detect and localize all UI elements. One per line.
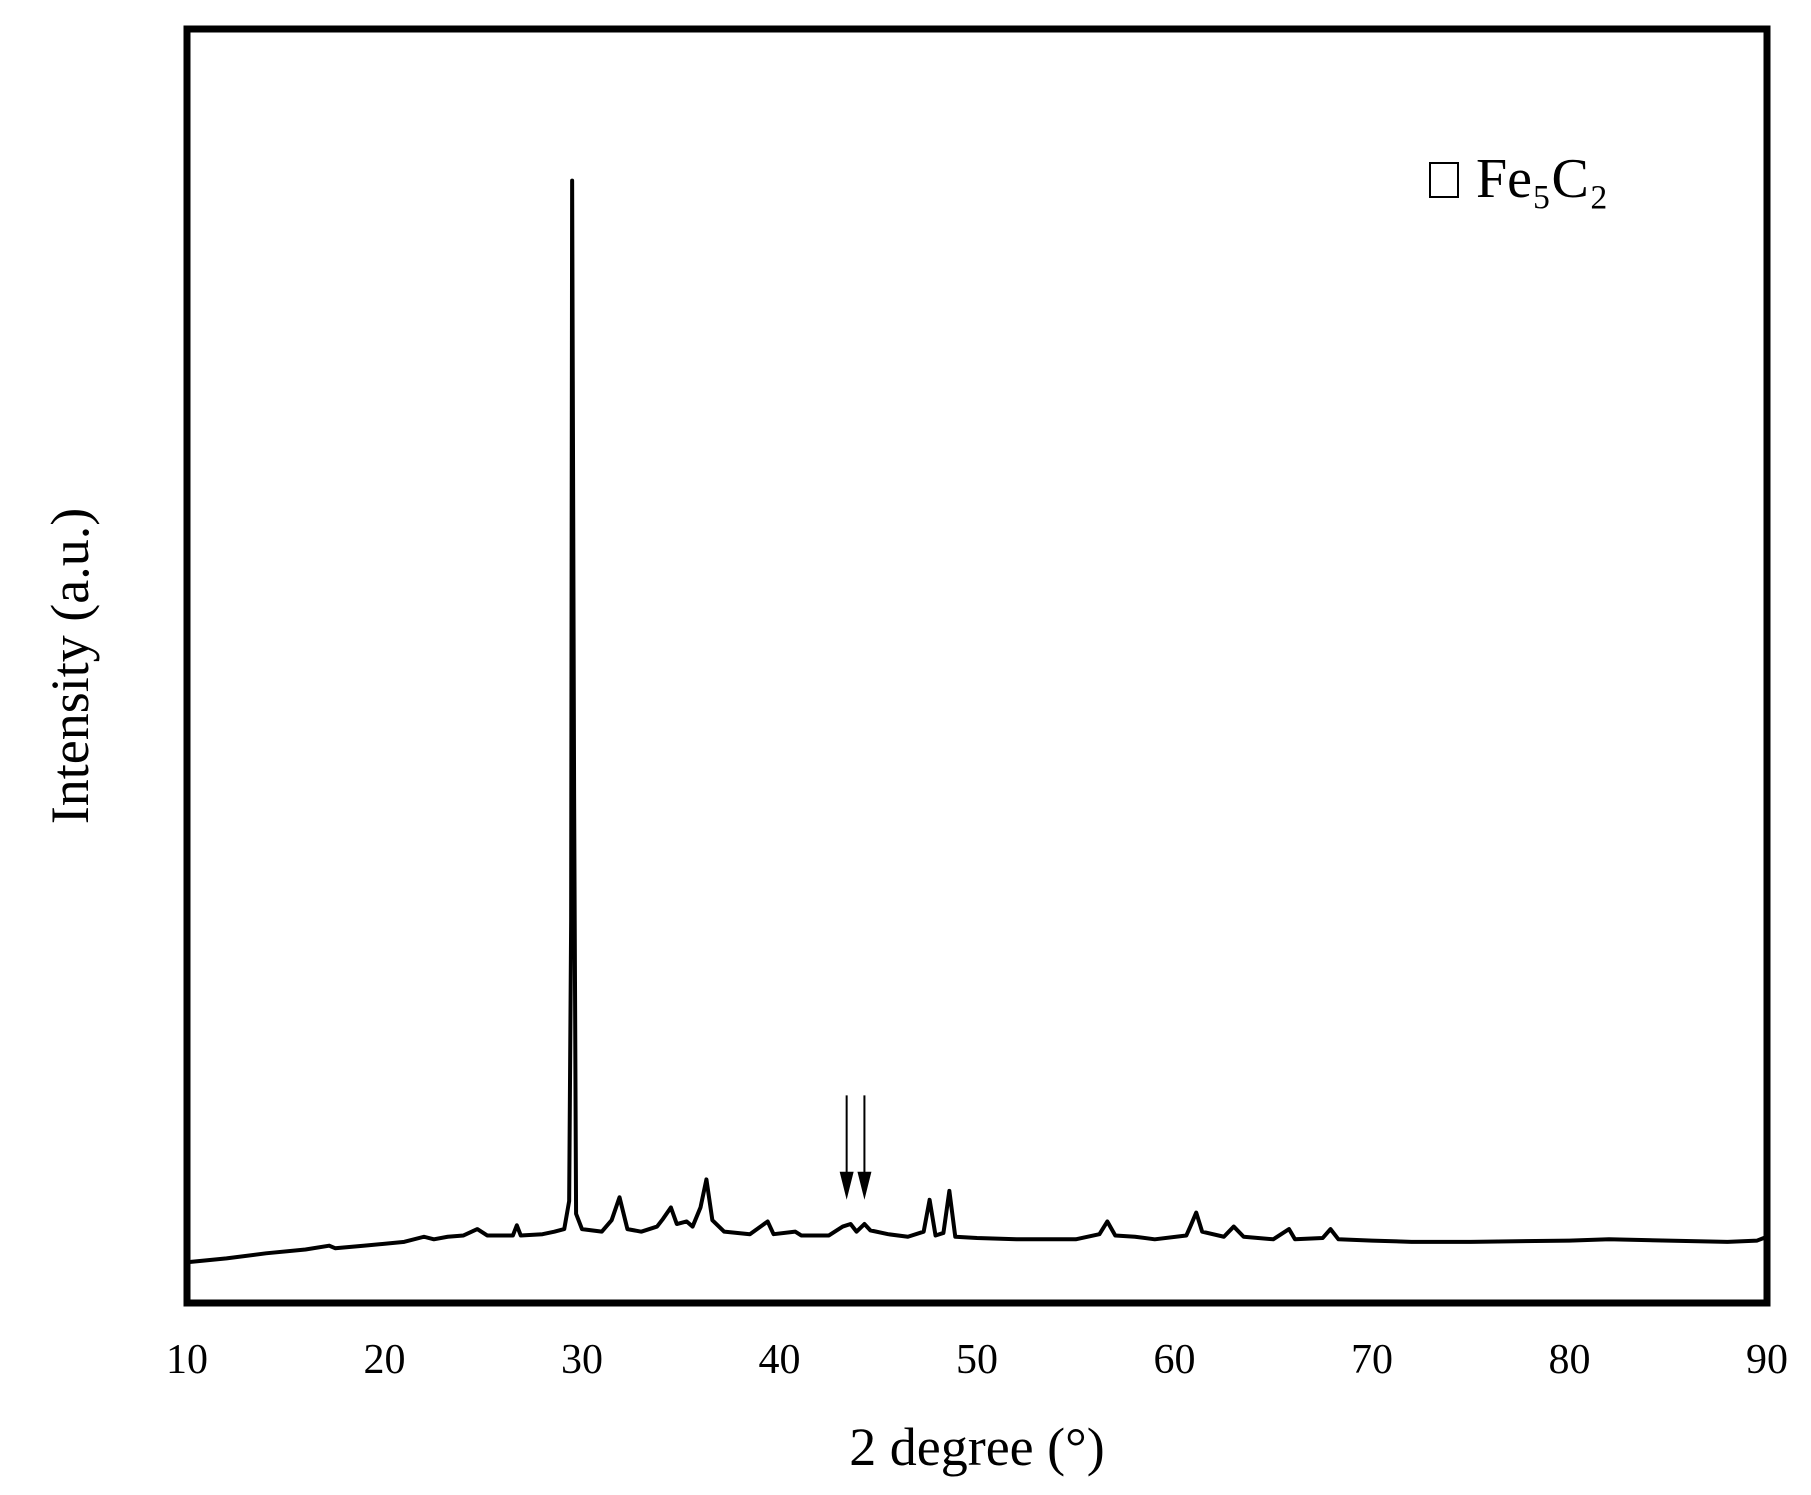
data-line <box>186 178 1768 1265</box>
arrow-head <box>857 1171 872 1200</box>
x-tick-label: 80 <box>1549 1337 1591 1383</box>
y-axis-label: Intensity (a.u.) <box>40 508 100 824</box>
x-tick-label: 30 <box>561 1337 603 1383</box>
x-tick-label: 10 <box>166 1337 208 1383</box>
x-tick-label: 50 <box>956 1337 998 1383</box>
arrow-head <box>839 1171 854 1200</box>
x-tick-label: 90 <box>1746 1337 1788 1383</box>
legend-text: Fe₅C₂ <box>1476 148 1608 210</box>
x-tick-label: 40 <box>759 1337 801 1383</box>
x-tick-label: 70 <box>1351 1337 1393 1383</box>
x-tick-label: 20 <box>364 1337 406 1383</box>
plot-frame <box>183 25 1771 1307</box>
x-tick-label: 60 <box>1154 1337 1196 1383</box>
x-axis-label: 2 degree (°) <box>849 1417 1104 1477</box>
legend-marker <box>1429 162 1459 198</box>
